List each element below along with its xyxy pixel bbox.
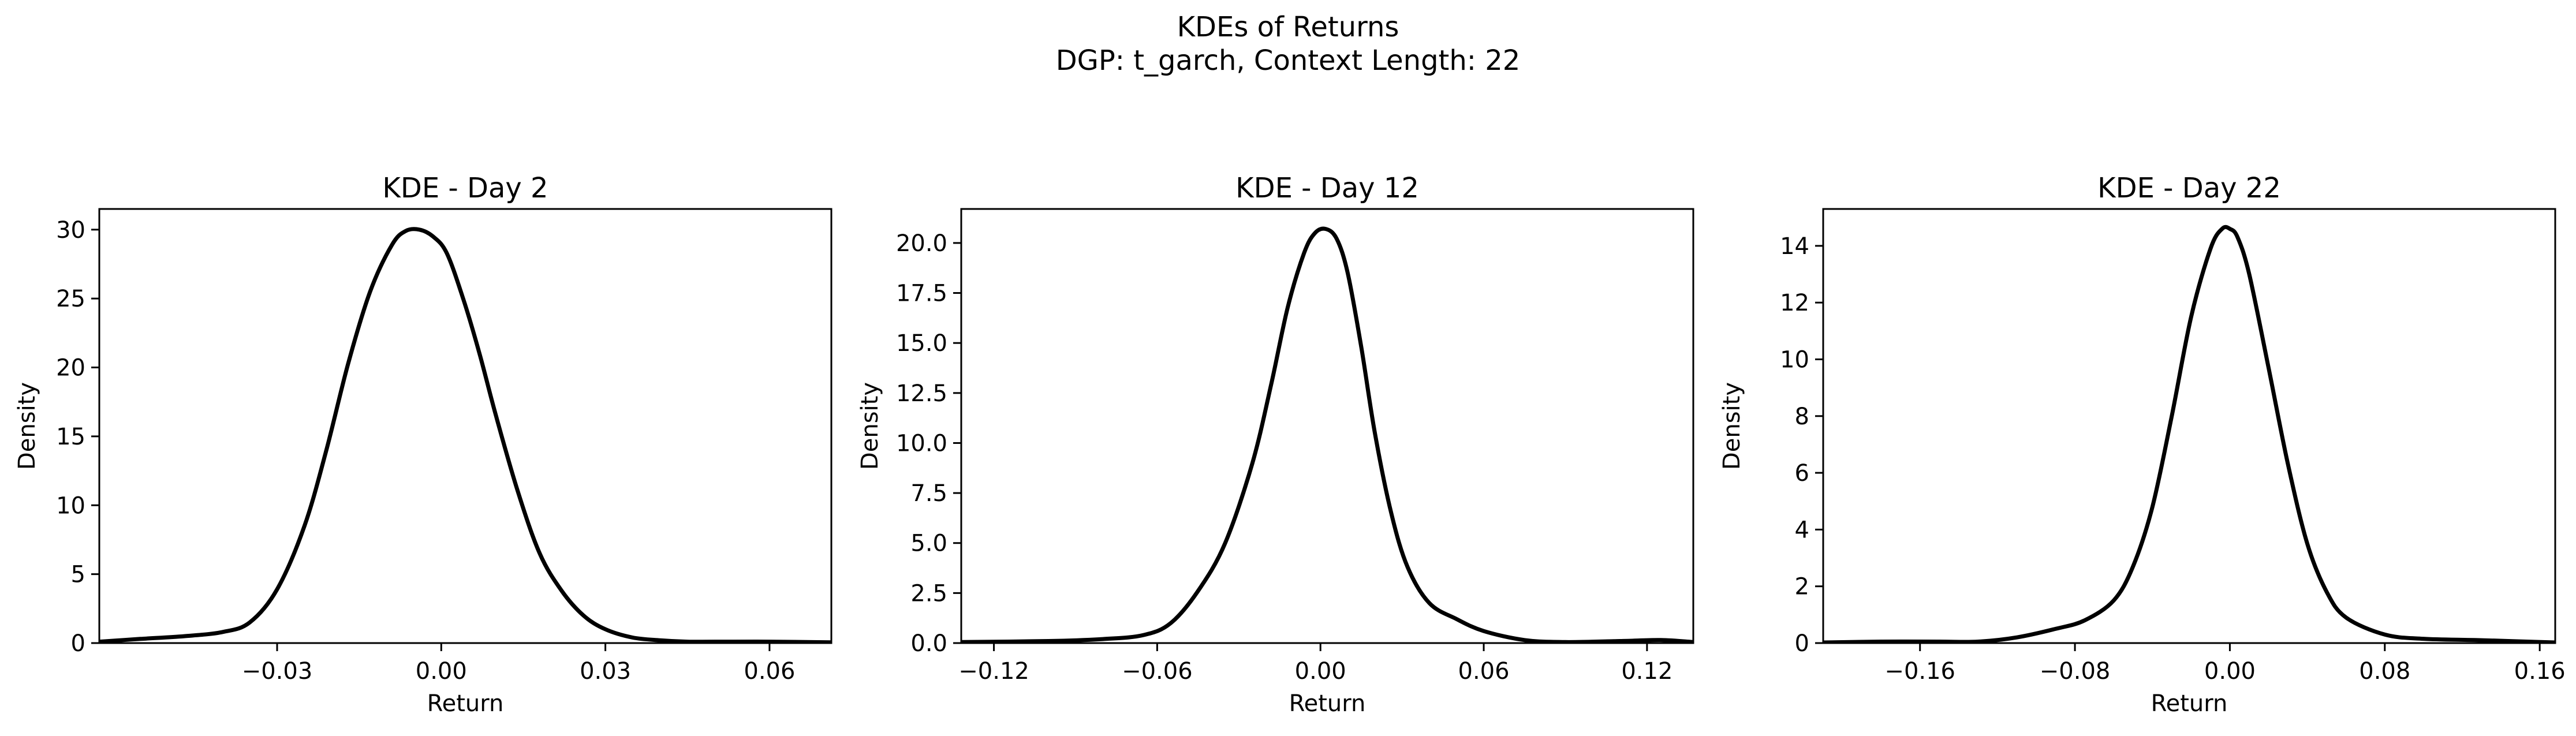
x-axis-label: Return bbox=[427, 690, 504, 717]
x-tick-label: −0.12 bbox=[958, 658, 1029, 685]
x-tick-label: 0.16 bbox=[2514, 658, 2566, 685]
x-axis-label: Return bbox=[2151, 690, 2228, 717]
x-tick-label: 0.06 bbox=[744, 658, 795, 685]
panel-title: KDE - Day 2 bbox=[382, 172, 548, 204]
y-tick-label: 0 bbox=[71, 630, 85, 657]
y-tick-label: 30 bbox=[56, 217, 85, 244]
x-axis-label: Return bbox=[1289, 690, 1366, 717]
y-tick-label: 17.5 bbox=[896, 281, 947, 307]
y-tick-label: 5.0 bbox=[910, 530, 947, 557]
figure-title-line-2: DGP: t_garch, Context Length: 22 bbox=[1055, 44, 1521, 77]
kde-panel-1: KDE - Day 2 −0.03 0.00 0.03 0.06 0 5 10 15 20 25 30… bbox=[14, 172, 832, 717]
y-tick-label: 4 bbox=[1795, 517, 1809, 543]
y-tick-label: 15.0 bbox=[896, 330, 947, 357]
y-tick-label: 20.0 bbox=[896, 230, 947, 257]
y-tick-label: 2 bbox=[1795, 574, 1809, 600]
x-tick-label: −0.06 bbox=[1122, 658, 1193, 685]
y-tick-label: 0.0 bbox=[910, 630, 947, 657]
x-tick-label: 0.00 bbox=[416, 658, 467, 685]
y-tick-label: 25 bbox=[56, 286, 85, 312]
x-tick-label: 0.00 bbox=[2204, 658, 2256, 685]
x-tick-label: 0.06 bbox=[1458, 658, 1510, 685]
y-tick-label: 12 bbox=[1780, 290, 1809, 316]
panel-title: KDE - Day 12 bbox=[1235, 172, 1419, 204]
y-tick-label: 10 bbox=[1780, 346, 1809, 373]
axes-frame bbox=[960, 208, 1694, 644]
x-tick-label: −0.03 bbox=[242, 658, 313, 685]
y-tick-label: 0 bbox=[1795, 630, 1809, 657]
figure-title-line-1: KDEs of Returns bbox=[1177, 11, 1399, 43]
axes-frame bbox=[98, 208, 832, 644]
y-axis-label: Density bbox=[14, 382, 40, 470]
x-tick-label: 0.03 bbox=[580, 658, 631, 685]
panel-title: KDE - Day 22 bbox=[2097, 172, 2281, 204]
kde-panel-2: KDE - Day 12 −0.12 −0.06 0.00 0.06 0.12 0.0 2.5… bbox=[857, 172, 1694, 717]
y-tick-label: 14 bbox=[1780, 233, 1809, 260]
y-tick-label: 20 bbox=[56, 355, 85, 382]
y-axis-label: Density bbox=[1719, 382, 1745, 470]
y-tick-label: 10.0 bbox=[896, 430, 947, 457]
x-tick-label: −0.08 bbox=[2040, 658, 2111, 685]
x-tick-label: 0.12 bbox=[1621, 658, 1672, 685]
y-tick-label: 6 bbox=[1795, 460, 1809, 487]
y-tick-label: 10 bbox=[56, 492, 85, 519]
x-tick-label: 0.08 bbox=[2359, 658, 2410, 685]
y-tick-label: 7.5 bbox=[910, 480, 947, 507]
kde-line bbox=[1823, 225, 2555, 643]
kde-line bbox=[961, 226, 1693, 643]
y-tick-label: 2.5 bbox=[910, 580, 947, 607]
x-tick-label: 0.00 bbox=[1295, 658, 1346, 685]
kde-panel-3: KDE - Day 22 −0.16 −0.08 0.00 0.08 0.16 0 2 4 6 8 1… bbox=[1719, 172, 2566, 717]
kde-line bbox=[99, 227, 831, 643]
y-tick-label: 5 bbox=[71, 562, 85, 588]
y-tick-label: 8 bbox=[1795, 404, 1809, 430]
y-axis-label: Density bbox=[857, 382, 883, 470]
figure-title: KDEs of Returns DGP: t_garch, Context Le… bbox=[0, 10, 2576, 77]
y-tick-label: 15 bbox=[56, 424, 85, 450]
x-tick-label: −0.16 bbox=[1884, 658, 1955, 685]
y-tick-label: 12.5 bbox=[896, 380, 947, 407]
axes-frame bbox=[1822, 208, 2556, 644]
